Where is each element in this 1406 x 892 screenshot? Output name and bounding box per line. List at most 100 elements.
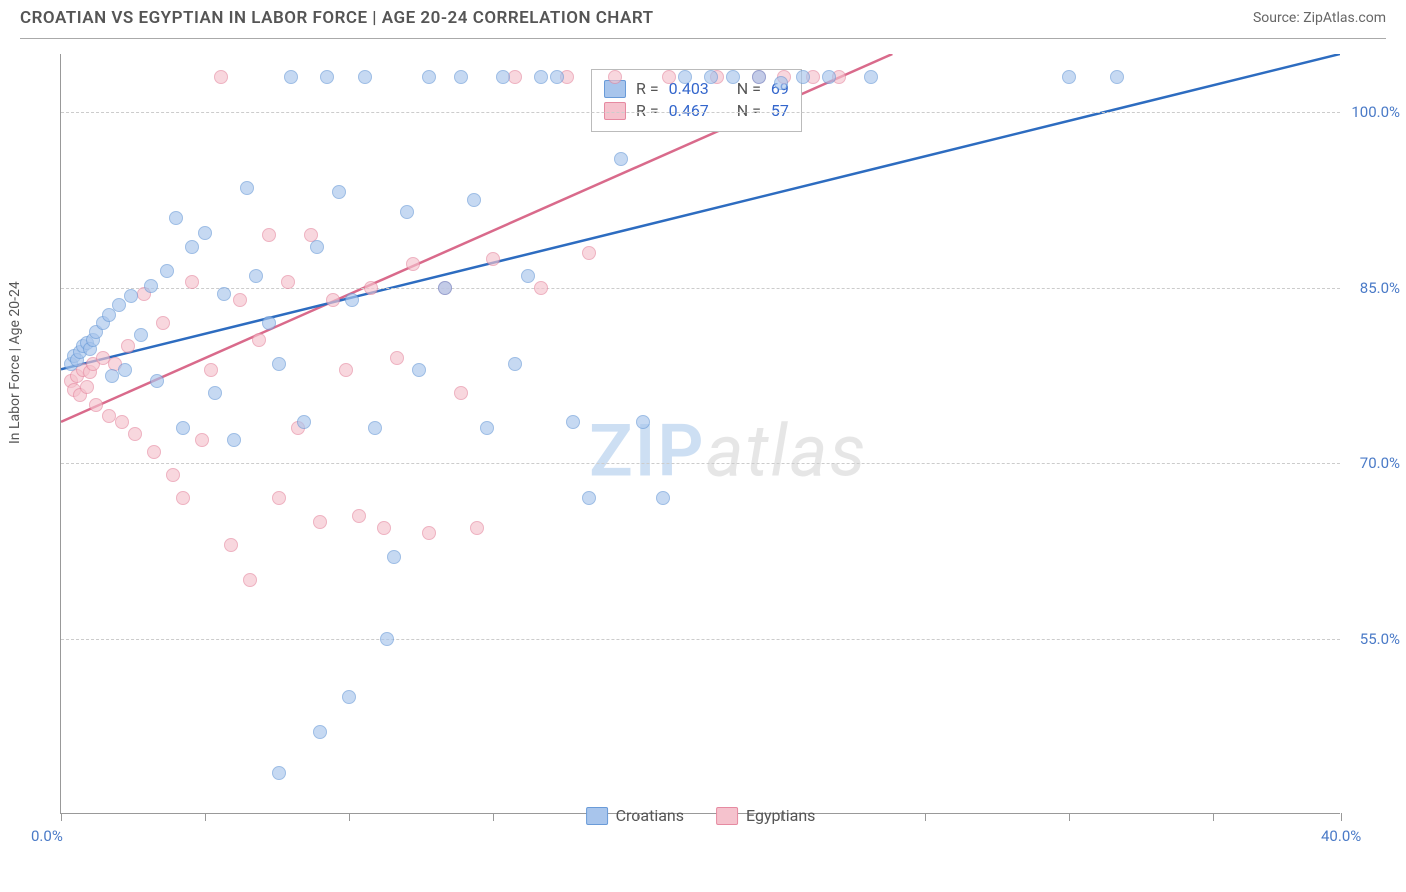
data-point (608, 70, 622, 84)
r-label: R = (636, 79, 659, 98)
data-point (320, 70, 334, 84)
data-point (508, 70, 522, 84)
data-point (214, 70, 228, 84)
data-point (249, 269, 263, 283)
data-point (185, 275, 199, 289)
data-point (313, 725, 327, 739)
data-point (678, 70, 692, 84)
data-point (1062, 70, 1076, 84)
legend-item-egyptians: Egyptians (716, 806, 815, 825)
x-tick-label: 40.0% (1321, 827, 1361, 845)
x-tick (781, 813, 782, 821)
data-point (176, 491, 190, 505)
swatch-icon (604, 102, 626, 120)
swatch-icon (716, 807, 738, 825)
y-axis-label: In Labor Force | Age 20-24 (7, 281, 23, 444)
chart-container: In Labor Force | Age 20-24 ZIPatlas R = … (20, 38, 1386, 848)
data-point (147, 445, 161, 459)
data-point (166, 468, 180, 482)
watermark: ZIPatlas (589, 408, 867, 493)
data-point (169, 211, 183, 225)
data-point (118, 363, 132, 377)
correlation-legend: R = 0.403 N = 69 R = 0.467 N = 57 (591, 69, 802, 132)
data-point (726, 70, 740, 84)
data-point (326, 293, 340, 307)
data-point (115, 415, 129, 429)
data-point (566, 415, 580, 429)
data-point (486, 252, 500, 266)
chart-source: Source: ZipAtlas.com (1253, 10, 1386, 26)
x-tick-label: 0.0% (31, 827, 63, 845)
data-point (272, 491, 286, 505)
data-point (508, 357, 522, 371)
plot-area: ZIPatlas R = 0.403 N = 69 R = 0.467 N = … (60, 54, 1340, 814)
data-point (400, 205, 414, 219)
data-point (310, 240, 324, 254)
data-point (208, 386, 222, 400)
data-point (227, 433, 241, 447)
x-tick (61, 813, 62, 821)
data-point (368, 421, 382, 435)
data-point (124, 289, 138, 303)
data-point (752, 70, 766, 84)
data-point (582, 491, 596, 505)
data-point (534, 281, 548, 295)
y-tick-label: 55.0% (1360, 630, 1400, 648)
gridline-horizontal (61, 288, 1340, 289)
data-point (364, 281, 378, 295)
data-point (422, 526, 436, 540)
data-point (176, 421, 190, 435)
data-point (240, 181, 254, 195)
r-value-egyptians: 0.467 (669, 101, 709, 120)
x-tick (1341, 813, 1342, 821)
data-point (582, 246, 596, 260)
data-point (281, 275, 295, 289)
data-point (198, 226, 212, 240)
data-point (342, 690, 356, 704)
x-tick (1069, 813, 1070, 821)
data-point (534, 70, 548, 84)
r-label: R = (636, 101, 659, 120)
data-point (233, 293, 247, 307)
data-point (243, 573, 257, 587)
data-point (377, 521, 391, 535)
gridline-horizontal (61, 639, 1340, 640)
y-tick-label: 70.0% (1360, 454, 1400, 472)
data-point (339, 363, 353, 377)
data-point (134, 328, 148, 342)
y-tick-label: 85.0% (1360, 279, 1400, 297)
data-point (252, 333, 266, 347)
data-point (262, 228, 276, 242)
data-point (297, 415, 311, 429)
data-point (144, 279, 158, 293)
data-point (656, 491, 670, 505)
data-point (864, 70, 878, 84)
data-point (662, 70, 676, 84)
data-point (150, 374, 164, 388)
data-point (224, 538, 238, 552)
data-point (438, 281, 452, 295)
data-point (704, 70, 718, 84)
data-point (313, 515, 327, 529)
data-point (422, 70, 436, 84)
legend-item-croatians: Croatians (586, 806, 684, 825)
data-point (406, 257, 420, 271)
x-tick (637, 813, 638, 821)
data-point (121, 339, 135, 353)
n-label: N = (737, 101, 761, 120)
data-point (217, 287, 231, 301)
data-point (822, 70, 836, 84)
data-point (387, 550, 401, 564)
data-point (636, 415, 650, 429)
data-point (454, 70, 468, 84)
data-point (390, 351, 404, 365)
gridline-horizontal (61, 112, 1340, 113)
x-tick (925, 813, 926, 821)
chart-title: CROATIAN VS EGYPTIAN IN LABOR FORCE | AG… (20, 8, 654, 28)
data-point (332, 185, 346, 199)
trend-lines-svg (61, 54, 1340, 813)
data-point (112, 298, 126, 312)
x-tick (349, 813, 350, 821)
data-point (380, 632, 394, 646)
x-tick (205, 813, 206, 821)
